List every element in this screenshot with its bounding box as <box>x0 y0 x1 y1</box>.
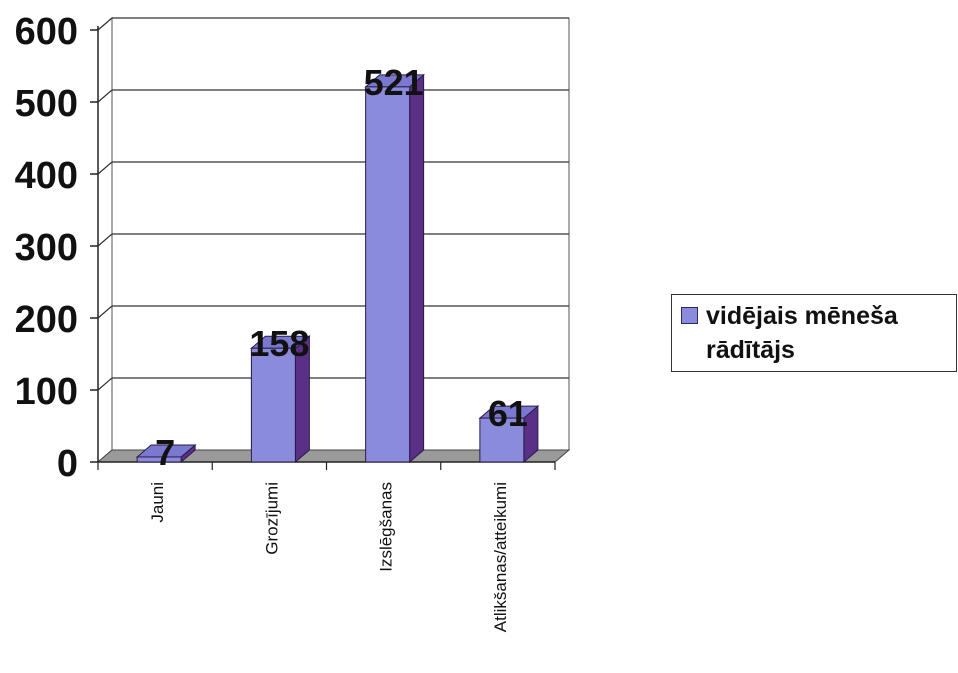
y-tick-label: 500 <box>15 83 78 125</box>
y-tick-label: 300 <box>15 227 78 269</box>
legend-label: vidējais mēneša rādītājs <box>706 302 898 364</box>
x-tick-label: Jauni <box>148 482 167 523</box>
bar <box>479 417 525 463</box>
x-tick-label: Atlikšanas/atteikumi <box>491 482 510 632</box>
y-tick-label: 0 <box>57 443 78 485</box>
bar <box>365 86 411 463</box>
bar-side <box>409 73 425 464</box>
legend-swatch <box>681 307 698 324</box>
bar <box>136 456 182 463</box>
data-label: 158 <box>249 323 309 364</box>
y-tick-label: 200 <box>15 299 78 341</box>
data-label: 61 <box>488 393 528 434</box>
data-label: 7 <box>155 432 175 473</box>
bar <box>250 347 296 463</box>
x-tick-label: Izslēgšanas <box>377 482 396 572</box>
data-label: 521 <box>364 62 424 103</box>
y-tick-label: 100 <box>15 371 78 413</box>
gridline <box>97 17 569 31</box>
x-tick-label: Grozījumi <box>262 482 281 555</box>
y-tick-label: 400 <box>15 155 78 197</box>
chart-legend: vidējais mēneša rādītājs <box>671 294 957 372</box>
y-tick-label: 600 <box>15 11 78 53</box>
